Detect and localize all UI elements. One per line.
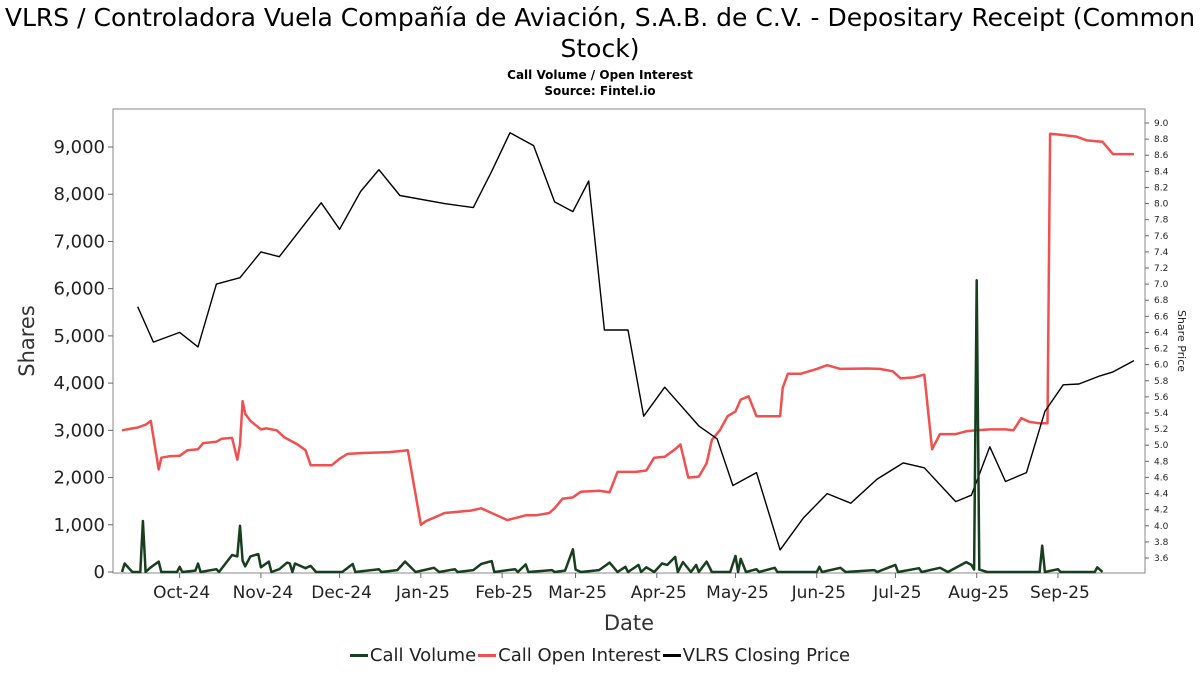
y-right-tick-label: 4.0 [1154,522,1169,532]
chart-title: VLRS / Controladora Vuela Compañía de Av… [4,3,1196,63]
y-right-tick-label: 5.0 [1154,441,1169,451]
x-tick-label: Apr-25 [631,583,687,603]
x-tick-label: Jun-25 [791,583,846,603]
x-tick-label: Mar-25 [548,583,607,603]
x-tick-label: Oct-24 [153,583,210,603]
chart-subtitle: Call Volume / Open Interest [507,68,693,82]
y-right-tick-label: 8.6 [1154,151,1169,161]
legend-item-call-open-interest: Call Open Interest [478,645,661,666]
legend-label-call-volume: Call Volume [369,645,477,666]
series-layer [120,131,1135,574]
y-right-tick-label: 6.2 [1154,345,1168,355]
y-right-tick-label: 8.8 [1154,135,1169,145]
legend-label-call-open-interest: Call Open Interest [498,645,661,666]
y-tick-label: 8,000 [53,184,105,205]
x-tick-label: Feb-25 [475,583,533,603]
y-right-tick-label: 4.4 [1154,490,1169,500]
x-tick-label: Aug-25 [948,583,1009,603]
y-right-tick-label: 3.6 [1154,554,1169,564]
x-tick-label: Dec-24 [311,583,372,603]
x-axis-label: Date [604,611,654,635]
y-right-tick-label: 5.6 [1154,393,1169,403]
y-right-tick-label: 9.0 [1154,119,1169,129]
legend: Call Volume Call Open Interest VLRS Clos… [0,645,1200,666]
y-right-tick-label: 8.0 [1154,200,1169,210]
x-tick-label: Sep-25 [1030,583,1090,603]
legend-item-closing-price: VLRS Closing Price [662,645,851,666]
y-tick-label: 6,000 [53,279,105,300]
y-right-tick-label: 3.8 [1154,538,1169,548]
y-tick-label: 3,000 [53,420,105,441]
call-open-interest-line [121,132,1134,527]
y-right-tick-label: 4.6 [1154,473,1169,483]
y-axis-label: Shares [15,305,39,377]
x-tick-label: Jul-25 [872,583,921,603]
legend-swatch-closing-price [662,654,681,657]
y-tick-label: 0 [94,562,105,583]
y-right-tick-label: 6.4 [1154,328,1169,338]
y-right-tick-label: 7.8 [1154,216,1169,226]
y-right-tick-label: 8.4 [1154,167,1169,177]
y-tick-label: 5,000 [53,326,105,347]
plot-area [112,108,1146,574]
y-right-tick-label: 4.2 [1154,506,1168,516]
y-tick-label: 1,000 [53,515,105,536]
y-right-axis-label: Share Price [1175,310,1188,372]
y-tick-label: 2,000 [53,468,105,489]
chart-source: Source: Fintel.io [544,84,656,98]
y-right-tick-label: 7.2 [1154,264,1168,274]
y-right-tick-label: 7.6 [1154,232,1169,242]
y-tick-label: 9,000 [53,137,105,158]
y-right-tick-label: 6.6 [1154,312,1169,322]
x-tick-label: Nov-24 [233,583,294,603]
y-right-tick-label: 7.0 [1154,280,1169,290]
y-right-tick-label: 5.2 [1154,425,1168,435]
y-tick-label: 7,000 [53,231,105,252]
legend-label-closing-price: VLRS Closing Price [682,645,851,666]
y-right-tick-label: 6.0 [1154,361,1169,371]
y-right-tick-label: 5.4 [1154,409,1169,419]
y-right-tick-label: 5.8 [1154,377,1169,387]
x-tick-label: Jan-25 [395,583,450,603]
y-right-tick-label: 4.8 [1154,457,1169,467]
call-volume-line [120,278,1104,574]
axis-layer: 0 1,000 2,000 3,000 4,000 5,000 6,000 7,000 8,00… [53,119,1168,603]
x-tick-label: May-25 [706,583,769,603]
y-right-tick-label: 8.2 [1154,183,1168,193]
closing-price-line [137,131,1135,551]
y-tick-label: 4,000 [53,373,105,394]
legend-item-call-volume: Call Volume [349,645,477,666]
y-right-tick-label: 6.8 [1154,296,1169,306]
y-right-tick-label: 7.4 [1154,248,1169,258]
legend-swatch-call-open-interest [478,654,497,657]
legend-swatch-call-volume [349,654,368,657]
